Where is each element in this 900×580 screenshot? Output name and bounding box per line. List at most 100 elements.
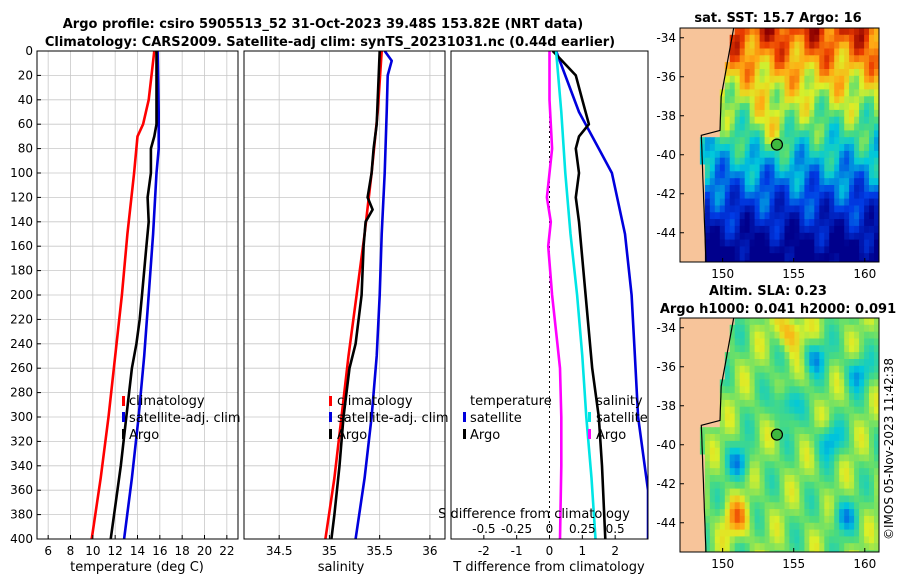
map-cell bbox=[849, 75, 855, 84]
map-cell bbox=[779, 62, 786, 70]
map-cell bbox=[874, 399, 879, 408]
map-cell bbox=[774, 89, 781, 97]
map-cell bbox=[694, 379, 701, 387]
map-cell bbox=[819, 55, 825, 63]
map-cell bbox=[849, 164, 855, 172]
map-cell bbox=[869, 185, 875, 193]
map-cell bbox=[844, 359, 850, 367]
map-cell bbox=[724, 82, 731, 90]
map-cell bbox=[849, 386, 855, 394]
map-cell bbox=[739, 488, 746, 496]
map-cell bbox=[689, 481, 696, 490]
map-cell bbox=[779, 509, 786, 517]
map-cell bbox=[824, 488, 830, 496]
map-cell bbox=[724, 318, 731, 326]
map-cell bbox=[834, 75, 840, 84]
map-cell bbox=[824, 82, 830, 90]
map-cell bbox=[779, 345, 786, 353]
map-cell bbox=[769, 515, 776, 524]
map-cell bbox=[754, 137, 761, 145]
map-cell bbox=[694, 225, 701, 234]
map-cell bbox=[789, 522, 795, 531]
map-cell bbox=[719, 171, 726, 179]
map-cell bbox=[739, 150, 746, 159]
map-cell bbox=[809, 393, 815, 401]
map-cell bbox=[779, 386, 786, 394]
map-cell bbox=[739, 440, 746, 449]
map-cell bbox=[844, 157, 850, 166]
map-cell bbox=[829, 171, 835, 179]
map-cell bbox=[744, 475, 751, 483]
map-cell bbox=[849, 185, 855, 193]
map-cell bbox=[724, 157, 731, 166]
map-cell bbox=[789, 62, 795, 70]
map-cell bbox=[734, 406, 741, 415]
map-cell bbox=[804, 502, 810, 510]
map-cell bbox=[834, 164, 840, 172]
map-cell bbox=[824, 260, 830, 262]
map-cell bbox=[869, 447, 875, 456]
map-cell bbox=[759, 103, 766, 111]
map-cell bbox=[799, 386, 805, 394]
map-cell bbox=[749, 434, 756, 442]
map-cell bbox=[869, 212, 875, 220]
map-cell bbox=[784, 239, 791, 247]
map-cell bbox=[869, 239, 875, 247]
map-cell bbox=[829, 529, 835, 537]
map-cell bbox=[874, 239, 879, 247]
map-cell bbox=[694, 55, 701, 63]
map-cell bbox=[824, 157, 830, 166]
map-cell bbox=[819, 48, 825, 56]
map-cell bbox=[779, 550, 786, 552]
map-cell bbox=[854, 144, 860, 152]
map-cell bbox=[869, 488, 875, 496]
map-cell bbox=[794, 41, 800, 50]
map-cell bbox=[794, 529, 800, 537]
map-cell bbox=[864, 447, 870, 456]
map-cell bbox=[874, 550, 879, 552]
map-cell bbox=[769, 386, 776, 394]
map-cell bbox=[709, 103, 716, 111]
map-cell bbox=[859, 420, 865, 428]
map-cell bbox=[859, 434, 865, 442]
map-cell bbox=[704, 96, 711, 104]
map-cell bbox=[804, 191, 810, 200]
map-cell bbox=[804, 144, 810, 152]
map-cell bbox=[704, 502, 711, 510]
map-cell bbox=[774, 481, 781, 490]
map-cell bbox=[849, 345, 855, 353]
map-cell bbox=[689, 253, 696, 261]
map-cell bbox=[844, 434, 850, 442]
map-cell bbox=[864, 96, 870, 104]
map-cell bbox=[844, 48, 850, 56]
map-cell bbox=[689, 502, 696, 510]
map-cell bbox=[734, 75, 741, 84]
map-cell bbox=[754, 509, 761, 517]
map-cell bbox=[709, 399, 716, 408]
map-cell bbox=[799, 468, 805, 476]
map-cell bbox=[834, 427, 840, 435]
map-cell bbox=[794, 89, 800, 97]
map-cell bbox=[739, 359, 746, 367]
sdiff-tick-label--0.25: -0.25 bbox=[501, 522, 532, 536]
map-cell bbox=[819, 386, 825, 394]
map-cell bbox=[789, 379, 795, 387]
map-cell bbox=[869, 246, 875, 254]
map-cell bbox=[789, 116, 795, 125]
map-ytick-label--34: -34 bbox=[656, 31, 676, 45]
map-cell bbox=[774, 34, 781, 43]
map-cell bbox=[685, 253, 691, 261]
map-cell bbox=[719, 427, 726, 435]
map-cell bbox=[834, 157, 840, 166]
map-cell bbox=[749, 34, 756, 43]
map-cell bbox=[729, 103, 736, 111]
map-cell bbox=[864, 536, 870, 544]
map-cell bbox=[869, 150, 875, 159]
map-cell bbox=[759, 260, 766, 262]
map-cell bbox=[729, 198, 736, 206]
map-cell bbox=[724, 232, 731, 241]
map-cell bbox=[699, 82, 706, 90]
map-cell bbox=[849, 232, 855, 241]
map-cell bbox=[849, 406, 855, 415]
map-cell bbox=[734, 82, 741, 90]
